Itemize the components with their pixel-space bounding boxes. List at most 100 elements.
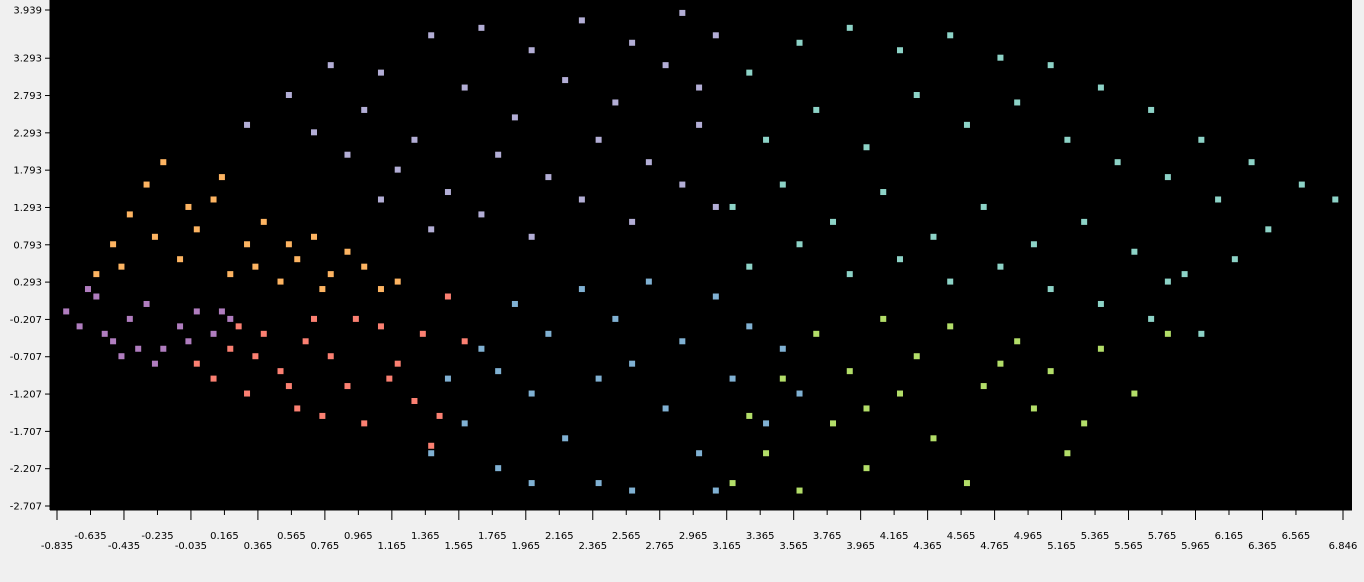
data-point-series-5 bbox=[294, 405, 301, 412]
data-point-series-7 bbox=[1081, 420, 1088, 427]
data-point-series-5 bbox=[327, 353, 334, 360]
data-point-series-3 bbox=[344, 248, 351, 255]
data-point-series-2 bbox=[1114, 159, 1121, 166]
data-point-series-3 bbox=[227, 271, 234, 278]
data-point-series-6 bbox=[712, 487, 719, 494]
data-point-series-2 bbox=[729, 203, 736, 210]
data-point-series-5 bbox=[252, 353, 259, 360]
data-point-series-5 bbox=[394, 360, 401, 367]
x-tick-label: 1.765 bbox=[478, 531, 507, 542]
x-tick-label: 6.165 bbox=[1215, 531, 1244, 542]
x-tick-label: 4.165 bbox=[880, 531, 909, 542]
data-point-series-2 bbox=[947, 278, 954, 285]
data-point-series-6 bbox=[612, 315, 619, 322]
data-point-series-5 bbox=[377, 323, 384, 330]
data-point-series-6 bbox=[595, 480, 602, 487]
data-point-series-3 bbox=[361, 263, 368, 270]
data-point-series-7 bbox=[813, 330, 820, 337]
data-point-series-4 bbox=[93, 293, 100, 300]
data-point-series-2 bbox=[1131, 248, 1138, 255]
x-tick-label: 1.165 bbox=[378, 541, 407, 552]
data-point-series-1 bbox=[562, 77, 569, 84]
data-point-series-5 bbox=[310, 315, 317, 322]
data-point-series-5 bbox=[244, 390, 251, 397]
data-point-series-4 bbox=[185, 338, 192, 345]
data-point-series-4 bbox=[227, 315, 234, 322]
data-point-series-2 bbox=[880, 189, 887, 196]
data-point-series-6 bbox=[679, 338, 686, 345]
data-point-series-7 bbox=[980, 383, 987, 390]
data-point-series-6 bbox=[495, 368, 502, 375]
data-point-series-2 bbox=[1164, 174, 1171, 181]
data-point-series-1 bbox=[712, 32, 719, 39]
data-point-series-5 bbox=[461, 338, 468, 345]
x-tick-label: -0.235 bbox=[141, 531, 173, 542]
data-point-series-6 bbox=[528, 480, 535, 487]
data-point-series-2 bbox=[997, 263, 1004, 270]
x-tick-label: 3.765 bbox=[813, 531, 842, 542]
data-point-series-7 bbox=[846, 368, 853, 375]
data-point-series-2 bbox=[1030, 241, 1037, 248]
data-point-series-2 bbox=[763, 136, 770, 143]
data-point-series-2 bbox=[1097, 84, 1104, 91]
y-tick-label: -2.207 bbox=[10, 464, 42, 475]
data-point-series-2 bbox=[1265, 226, 1272, 233]
data-point-series-3 bbox=[110, 241, 117, 248]
data-point-series-3 bbox=[310, 233, 317, 240]
data-point-series-1 bbox=[578, 17, 585, 24]
data-point-series-2 bbox=[913, 92, 920, 99]
data-point-series-1 bbox=[428, 226, 435, 233]
data-point-series-7 bbox=[1164, 330, 1171, 337]
x-tick-label: 3.965 bbox=[846, 541, 875, 552]
data-point-series-3 bbox=[244, 241, 251, 248]
data-point-series-3 bbox=[218, 174, 225, 181]
data-point-series-4 bbox=[177, 323, 184, 330]
data-point-series-1 bbox=[285, 92, 292, 99]
data-point-series-6 bbox=[629, 487, 636, 494]
data-point-series-1 bbox=[428, 32, 435, 39]
data-point-series-2 bbox=[1298, 181, 1305, 188]
data-point-series-1 bbox=[679, 9, 686, 16]
data-point-series-3 bbox=[177, 256, 184, 263]
data-point-series-2 bbox=[1014, 99, 1021, 106]
data-point-series-2 bbox=[1097, 300, 1104, 307]
data-point-series-4 bbox=[135, 345, 142, 352]
x-tick-label: 5.365 bbox=[1081, 531, 1110, 542]
data-point-series-7 bbox=[1014, 338, 1021, 345]
y-tick-label: 0.293 bbox=[13, 278, 42, 289]
x-tick-label: 2.565 bbox=[612, 531, 641, 542]
data-point-series-7 bbox=[963, 480, 970, 487]
x-tick-label: -0.435 bbox=[108, 541, 140, 552]
data-point-series-7 bbox=[1097, 345, 1104, 352]
data-point-series-1 bbox=[712, 203, 719, 210]
data-point-series-2 bbox=[1081, 218, 1088, 225]
data-point-series-7 bbox=[997, 360, 1004, 367]
data-point-series-2 bbox=[930, 233, 937, 240]
data-point-series-2 bbox=[830, 218, 837, 225]
data-point-series-2 bbox=[1148, 315, 1155, 322]
data-point-series-1 bbox=[629, 39, 636, 46]
data-point-series-3 bbox=[260, 218, 267, 225]
data-point-series-2 bbox=[846, 271, 853, 278]
y-tick-label: -0.207 bbox=[10, 315, 42, 326]
data-point-series-3 bbox=[277, 278, 284, 285]
x-tick-label: 1.565 bbox=[445, 541, 474, 552]
data-point-series-6 bbox=[746, 323, 753, 330]
data-point-series-4 bbox=[193, 308, 200, 315]
data-point-series-7 bbox=[779, 375, 786, 382]
data-point-series-2 bbox=[1332, 196, 1339, 203]
data-point-series-1 bbox=[411, 136, 418, 143]
data-point-series-3 bbox=[93, 271, 100, 278]
data-point-series-2 bbox=[980, 203, 987, 210]
data-point-series-7 bbox=[880, 315, 887, 322]
data-point-series-1 bbox=[662, 62, 669, 69]
data-point-series-2 bbox=[1248, 159, 1255, 166]
data-point-series-5 bbox=[319, 412, 326, 419]
x-tick-label: -0.635 bbox=[74, 531, 106, 542]
data-point-series-2 bbox=[1198, 136, 1205, 143]
data-point-series-5 bbox=[386, 375, 393, 382]
data-point-series-4 bbox=[143, 300, 150, 307]
x-tick-label: 2.365 bbox=[578, 541, 607, 552]
